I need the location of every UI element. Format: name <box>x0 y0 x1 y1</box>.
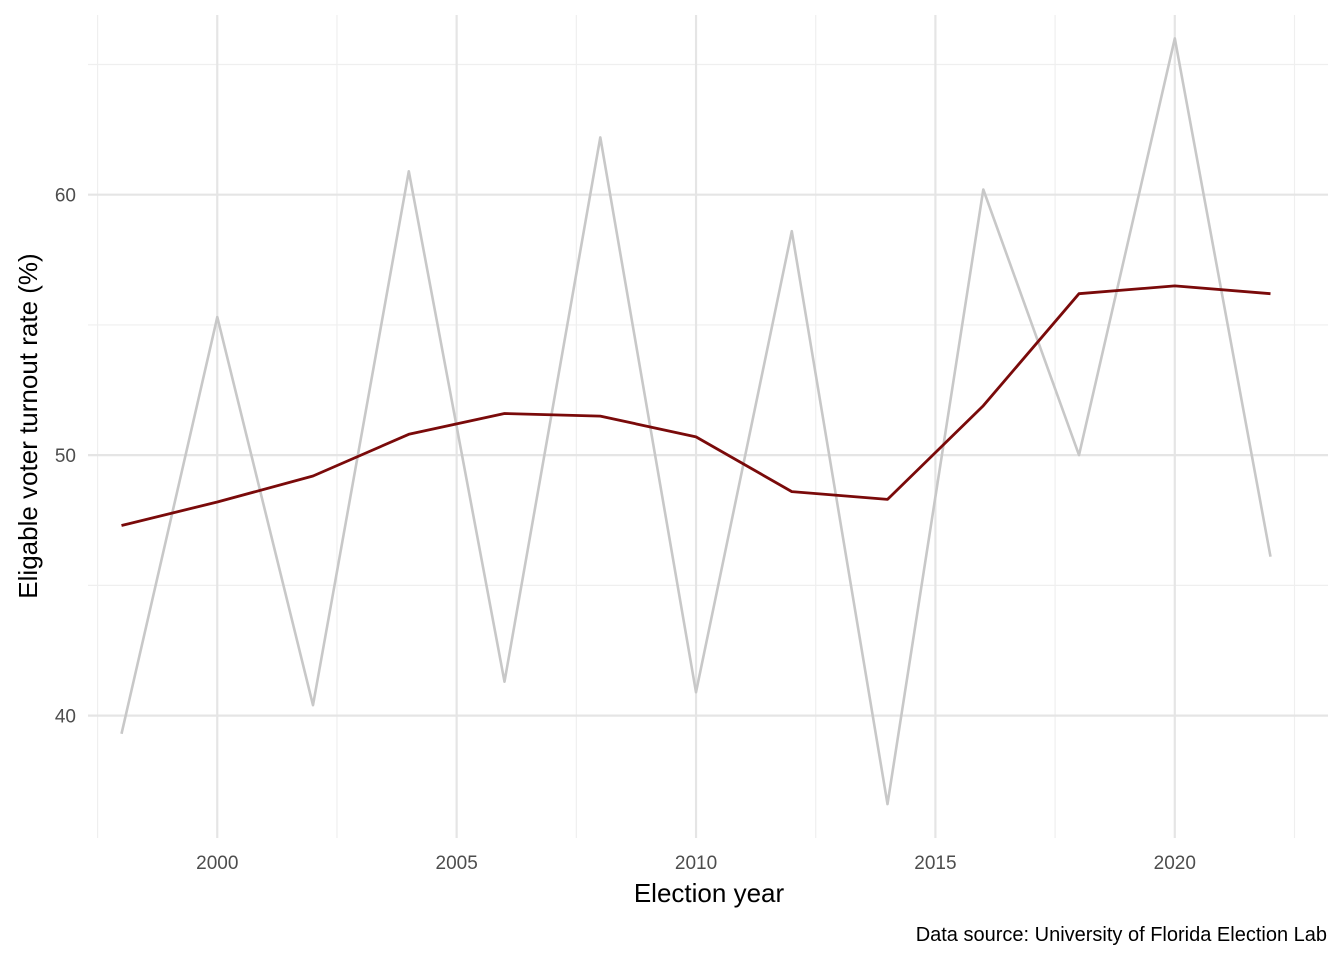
x-tick-label: 2000 <box>196 853 238 874</box>
data-source-caption: Data source: University of Florida Elect… <box>916 924 1327 946</box>
y-axis-title: Eligable voter turnout rate (%) <box>13 253 43 598</box>
raw-turnout-line <box>120 37 1272 806</box>
x-tick-label: 2005 <box>436 853 478 874</box>
x-tick-label: 2010 <box>675 853 717 874</box>
y-tick-label: 50 <box>55 446 76 467</box>
series-lines <box>120 37 1272 806</box>
minor-gridlines <box>88 15 1328 838</box>
x-axis-title: Election year <box>634 878 785 908</box>
x-tick-label: 2020 <box>1154 853 1196 874</box>
y-tick-label: 60 <box>55 186 76 207</box>
smoothed-turnout-line <box>121 284 1271 527</box>
tick-labels: 2000 2005 2010 2015 2020 40 50 60 <box>55 186 1196 874</box>
major-gridlines <box>88 15 1328 838</box>
y-tick-label: 40 <box>55 707 76 728</box>
x-tick-label: 2015 <box>914 853 956 874</box>
